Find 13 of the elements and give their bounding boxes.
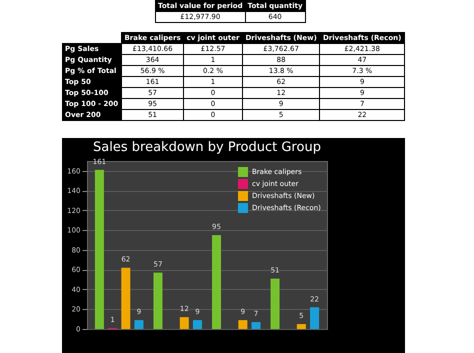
bar (134, 320, 144, 329)
bar (153, 272, 162, 329)
bar (270, 278, 280, 329)
bar (180, 317, 189, 329)
bar (238, 320, 248, 329)
bar (252, 322, 261, 329)
chart-title: Sales breakdown by Product Group (93, 140, 321, 155)
bar (310, 307, 320, 329)
bar (121, 268, 130, 329)
bar (212, 235, 222, 329)
bar (296, 324, 306, 329)
bar (94, 170, 104, 329)
bar (192, 320, 202, 329)
